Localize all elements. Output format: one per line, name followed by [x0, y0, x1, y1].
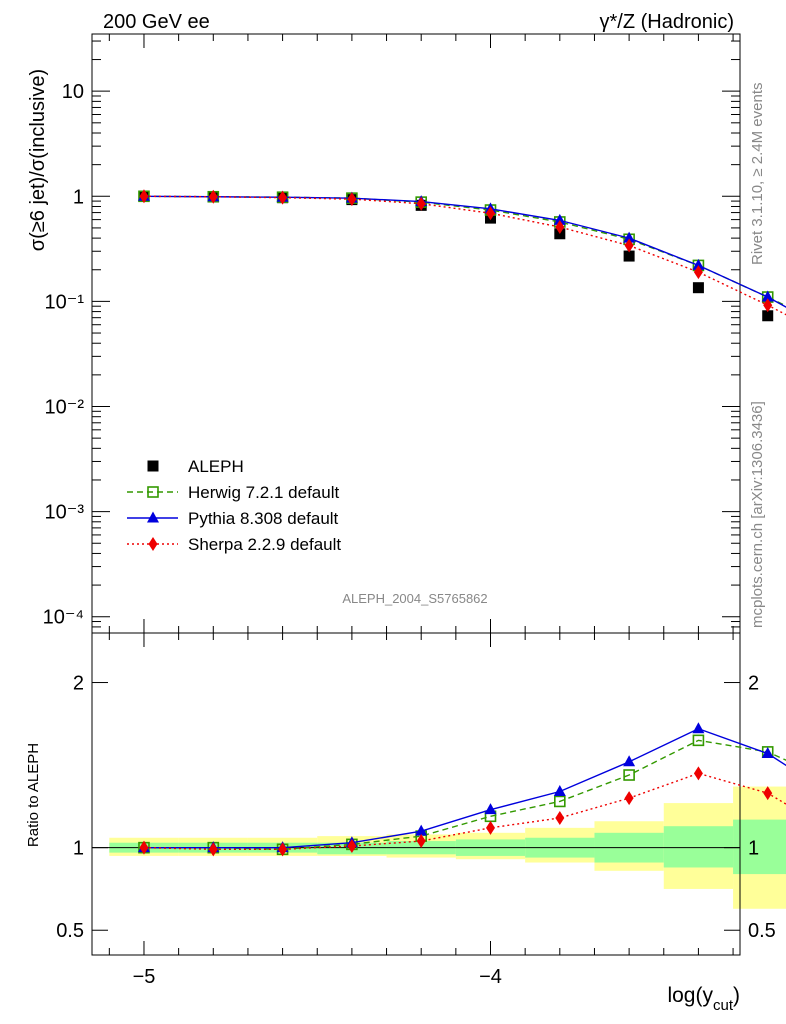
- ratio-data-point: [208, 842, 218, 857]
- green-band: [733, 819, 786, 875]
- main-data-point: [761, 290, 774, 302]
- header-left: 200 GeV ee: [103, 11, 210, 33]
- ratio-data-point: [486, 820, 496, 835]
- ratio-data-point: [623, 755, 636, 767]
- main-data-point: [762, 310, 774, 322]
- legend-entry: Sherpa 2.2.9 default: [127, 535, 341, 554]
- x-axis-label: log(ycut): [667, 984, 740, 1014]
- main-data-point: [139, 189, 149, 204]
- ratio-data-point: [763, 786, 773, 801]
- mcplots-note: mcplots.cern.ch [arXiv:1306.3436]: [749, 401, 766, 628]
- main-series-line: [143, 195, 786, 308]
- y-tick-label: 10⁻¹: [45, 291, 85, 313]
- ratio-uncertainty-bands: [109, 786, 786, 909]
- ratio-series: [137, 722, 786, 857]
- ratio-frame: [91, 632, 741, 956]
- green-band: [663, 826, 734, 868]
- main-series: [139, 189, 786, 316]
- y-tick-label: 1: [73, 186, 84, 208]
- main-series: [137, 189, 786, 308]
- legend-marker: [147, 511, 159, 523]
- ratio-series-line: [143, 772, 786, 851]
- main-data-point: [693, 265, 703, 280]
- main-data-point: [623, 231, 636, 243]
- ratio-data-point: [692, 734, 705, 747]
- legend-entry: ALEPH: [147, 457, 244, 476]
- legend-marker: [148, 537, 158, 551]
- ratio-data-point: [278, 842, 288, 857]
- legend-label: Sherpa 2.2.9 default: [188, 535, 341, 554]
- y-tick-label: 10⁻²: [45, 397, 85, 419]
- x-tick-label: −4: [479, 966, 502, 988]
- legend-entry: Pythia 8.308 default: [127, 509, 339, 528]
- ratio-data-point: [347, 839, 357, 854]
- main-ylabel: σ(≥6 jet)/σ(inclusive): [27, 69, 49, 251]
- ratio-data-point: [553, 785, 566, 797]
- ratio-y-tick-label-right: 1: [748, 838, 759, 860]
- ratio-ylabel: Ratio to ALEPH: [25, 743, 42, 847]
- legend-label: Pythia 8.308 default: [188, 509, 339, 528]
- ratio-data-point: [415, 824, 428, 836]
- ratio-data-point: [555, 810, 565, 825]
- rivet-note: Rivet 3.1.10, ≥ 2.4M events: [749, 83, 766, 266]
- main-data-point: [416, 196, 426, 211]
- ratio-data-point: [761, 747, 774, 759]
- ratio-y-tick-label: 2: [73, 673, 84, 695]
- analysis-watermark: ALEPH_2004_S5765862: [342, 591, 487, 606]
- ratio-series: [139, 766, 786, 857]
- legend: ALEPH Herwig 7.2.1 default Pythia 8.308 de…: [127, 457, 341, 554]
- main-data-point: [486, 206, 496, 221]
- ratio-data-point: [484, 803, 497, 815]
- ratio-y-tick-label: 0.5: [56, 920, 84, 942]
- main-data-point: [208, 189, 218, 204]
- ratio-data-point: [554, 795, 566, 808]
- main-series-line: [143, 195, 786, 307]
- main-series: [137, 189, 786, 322]
- y-tick-label: 10⁻⁴: [43, 607, 84, 629]
- ratio-y-tick-label-right: 0.5: [748, 920, 776, 942]
- main-data-point: [692, 258, 705, 270]
- main-data-point: [763, 298, 773, 313]
- ratio-data-point: [692, 722, 705, 734]
- main-series: [138, 190, 774, 322]
- legend-label: Herwig 7.2.1 default: [188, 483, 339, 502]
- ratio-data-point: [624, 791, 634, 806]
- main-data-point: [624, 238, 634, 253]
- y-tick-label: 10: [62, 81, 84, 103]
- ratio-data-point: [693, 766, 703, 781]
- main-data-point: [278, 190, 288, 205]
- main-data-point: [623, 250, 635, 262]
- y-tick-label: 10⁻³: [45, 502, 85, 524]
- legend-entry: Herwig 7.2.1 default: [127, 483, 339, 502]
- ratio-data-point: [139, 840, 149, 855]
- legend-label: ALEPH: [188, 457, 244, 476]
- main-data-point: [347, 192, 357, 207]
- x-tick-label: −5: [133, 966, 156, 988]
- main-series: [138, 190, 786, 307]
- main-series-line: [143, 195, 786, 316]
- ratio-data-point: [623, 769, 635, 781]
- legend-marker: [147, 486, 159, 498]
- main-axes: 10⁻⁴ 10⁻³ 10⁻² 10⁻¹ 1 10: [43, 33, 741, 634]
- legend-marker: [147, 460, 159, 472]
- ratio-data-point: [416, 834, 426, 849]
- ratio-y-tick-label: 1: [73, 838, 84, 860]
- main-data-point: [692, 282, 704, 294]
- ratio-series-line: [143, 728, 786, 849]
- header-right: γ*/Z (Hadronic): [600, 11, 734, 33]
- ratio-y-tick-label-right: 2: [748, 673, 759, 695]
- main-data-point: [553, 213, 566, 225]
- main-data-point: [555, 220, 565, 235]
